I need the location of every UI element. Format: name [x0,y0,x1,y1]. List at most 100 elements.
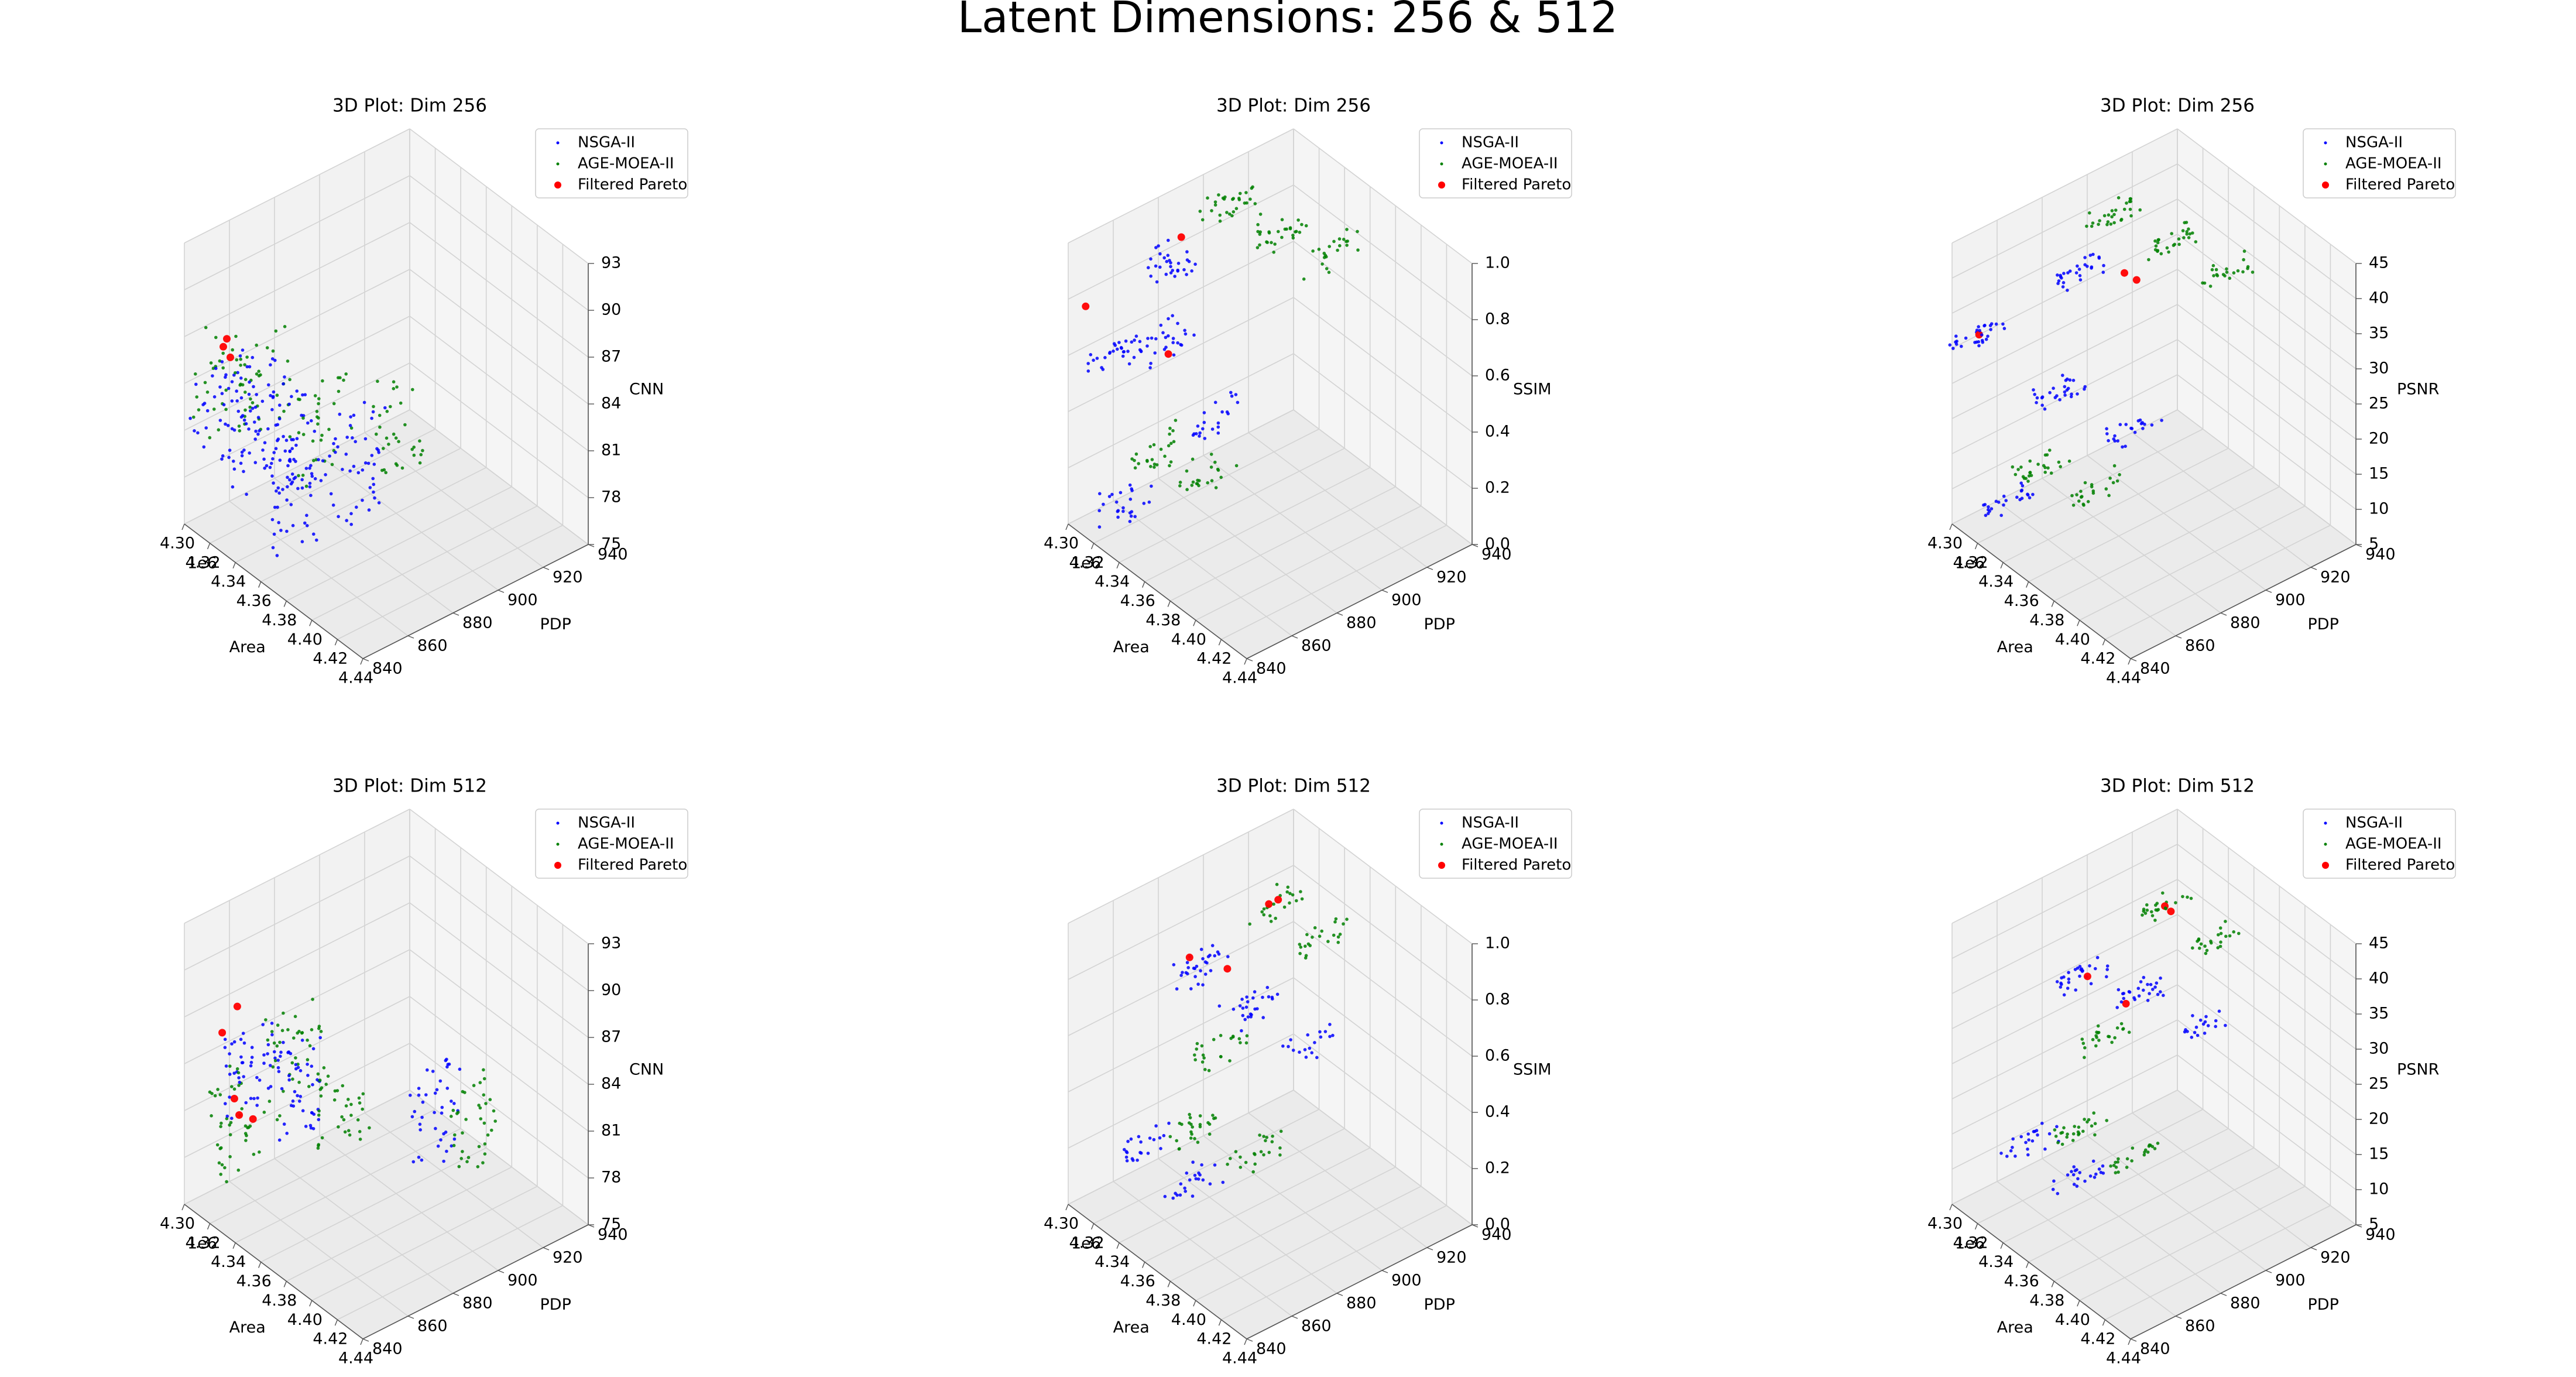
y-tick-label: 940 [1481,1226,1512,1244]
grid-line [409,1090,589,1225]
data-point-age-moea-ii [214,335,218,340]
data-point-nsga-ii [232,428,236,432]
data-point-nsga-ii [313,477,317,481]
pareto-point [223,335,231,343]
data-point-nsga-ii [1171,337,1175,340]
y-tick-mark [2175,635,2182,639]
y-tick-label: 940 [598,546,628,564]
x-tick-label: 4.38 [262,1292,297,1310]
data-point-nsga-ii [2026,1132,2030,1136]
data-point-nsga-ii [442,1159,445,1163]
data-point-nsga-ii [1191,1194,1195,1198]
data-point-nsga-ii [2186,1030,2189,1033]
data-point-nsga-ii [255,393,258,396]
data-point-nsga-ii [1210,944,1215,947]
data-point-age-moea-ii [1288,892,1292,895]
data-point-nsga-ii [377,501,381,505]
data-point-age-moea-ii [1336,935,1340,939]
data-point-age-moea-ii [273,1059,277,1063]
data-point-age-moea-ii [399,401,403,405]
data-point-nsga-ii [286,485,289,489]
data-point-nsga-ii [269,393,272,398]
data-point-nsga-ii [2121,445,2124,449]
data-point-nsga-ii [1298,1050,1301,1054]
data-point-nsga-ii [2067,977,2071,981]
data-point-age-moea-ii [275,1044,279,1048]
data-point-nsga-ii [271,395,275,399]
data-point-age-moea-ii [1229,1036,1233,1040]
grid-line [229,501,409,636]
data-point-age-moea-ii [2026,479,2030,483]
data-point-age-moea-ii [2094,1034,2098,1037]
data-point-age-moea-ii [2224,934,2228,938]
data-point-nsga-ii [1251,996,1255,1000]
data-point-nsga-ii [301,393,304,397]
data-point-age-moea-ii [286,359,290,363]
data-point-age-moea-ii [1213,200,1217,204]
y-tick-label: 940 [1481,546,1512,564]
figure-suptitle: Latent Dimensions: 256 & 512 [958,0,1618,43]
data-point-nsga-ii [249,1097,253,1100]
data-point-age-moea-ii [1237,196,1241,200]
pareto-point [230,1095,238,1102]
data-point-nsga-ii [2122,992,2126,995]
legend-label: AGE-MOEA-II [1462,835,1558,853]
grid-line [2177,374,2357,510]
data-point-nsga-ii [1175,987,1179,991]
data-point-age-moea-ii [2237,931,2241,936]
data-point-nsga-ii [1205,961,1209,965]
data-point-nsga-ii [1126,1139,1130,1143]
data-point-nsga-ii [1167,238,1170,242]
data-point-age-moea-ii [1278,1146,1282,1150]
data-point-nsga-ii [1994,322,1998,326]
data-point-age-moea-ii [2225,267,2228,271]
data-point-nsga-ii [253,420,256,424]
data-point-age-moea-ii [2062,1126,2066,1130]
data-point-age-moea-ii [1217,193,1220,197]
data-point-age-moea-ii [1345,244,1349,247]
data-point-nsga-ii [2088,964,2091,968]
data-point-nsga-ii [1192,333,1196,337]
data-point-nsga-ii [2160,419,2163,422]
data-point-age-moea-ii [2105,222,2109,227]
data-point-nsga-ii [1089,353,1093,357]
z-axis-label: SSIM [1513,1061,1552,1079]
data-point-nsga-ii [270,407,274,412]
data-point-nsga-ii [300,478,304,482]
data-point-age-moea-ii [1264,1139,1267,1143]
grid-line [409,269,589,405]
legend-frame [1419,128,1572,198]
data-point-nsga-ii [294,460,297,463]
data-point-nsga-ii [310,1064,314,1068]
data-point-age-moea-ii [477,1104,481,1107]
grid-line [1248,432,1428,568]
data-point-nsga-ii [248,380,251,384]
data-point-age-moea-ii [2236,269,2240,273]
data-point-nsga-ii [2074,271,2078,275]
data-point-nsga-ii [2136,986,2141,990]
data-point-nsga-ii [1124,339,1128,343]
data-point-nsga-ii [282,1122,286,1126]
data-point-nsga-ii [1287,1044,1290,1049]
legend-label: Filtered Pareto [578,176,687,194]
grid-line [409,949,589,1085]
x-tick-label: 4.30 [160,535,195,553]
data-point-nsga-ii [1206,955,1210,958]
data-point-age-moea-ii [2119,1022,2124,1026]
data-point-nsga-ii [2009,1149,2013,1153]
data-point-age-moea-ii [1265,1136,1268,1139]
z-tick-label: 1.0 [1485,934,1510,953]
data-point-age-moea-ii [2117,196,2121,200]
data-point-age-moea-ii [1209,465,1213,469]
data-point-nsga-ii [2078,1171,2081,1174]
data-point-nsga-ii [224,1102,227,1105]
z-tick-label: 15 [2369,465,2389,483]
subplot-3: 4.304.324.344.364.384.404.424.4484086088… [1927,95,2456,687]
data-point-nsga-ii [1201,957,1205,961]
data-point-nsga-ii [2004,499,2008,502]
legend-marker-1 [556,141,560,145]
legend-marker-1 [1440,821,1443,825]
pareto-point [1082,302,1090,310]
data-point-age-moea-ii [1168,432,1171,436]
